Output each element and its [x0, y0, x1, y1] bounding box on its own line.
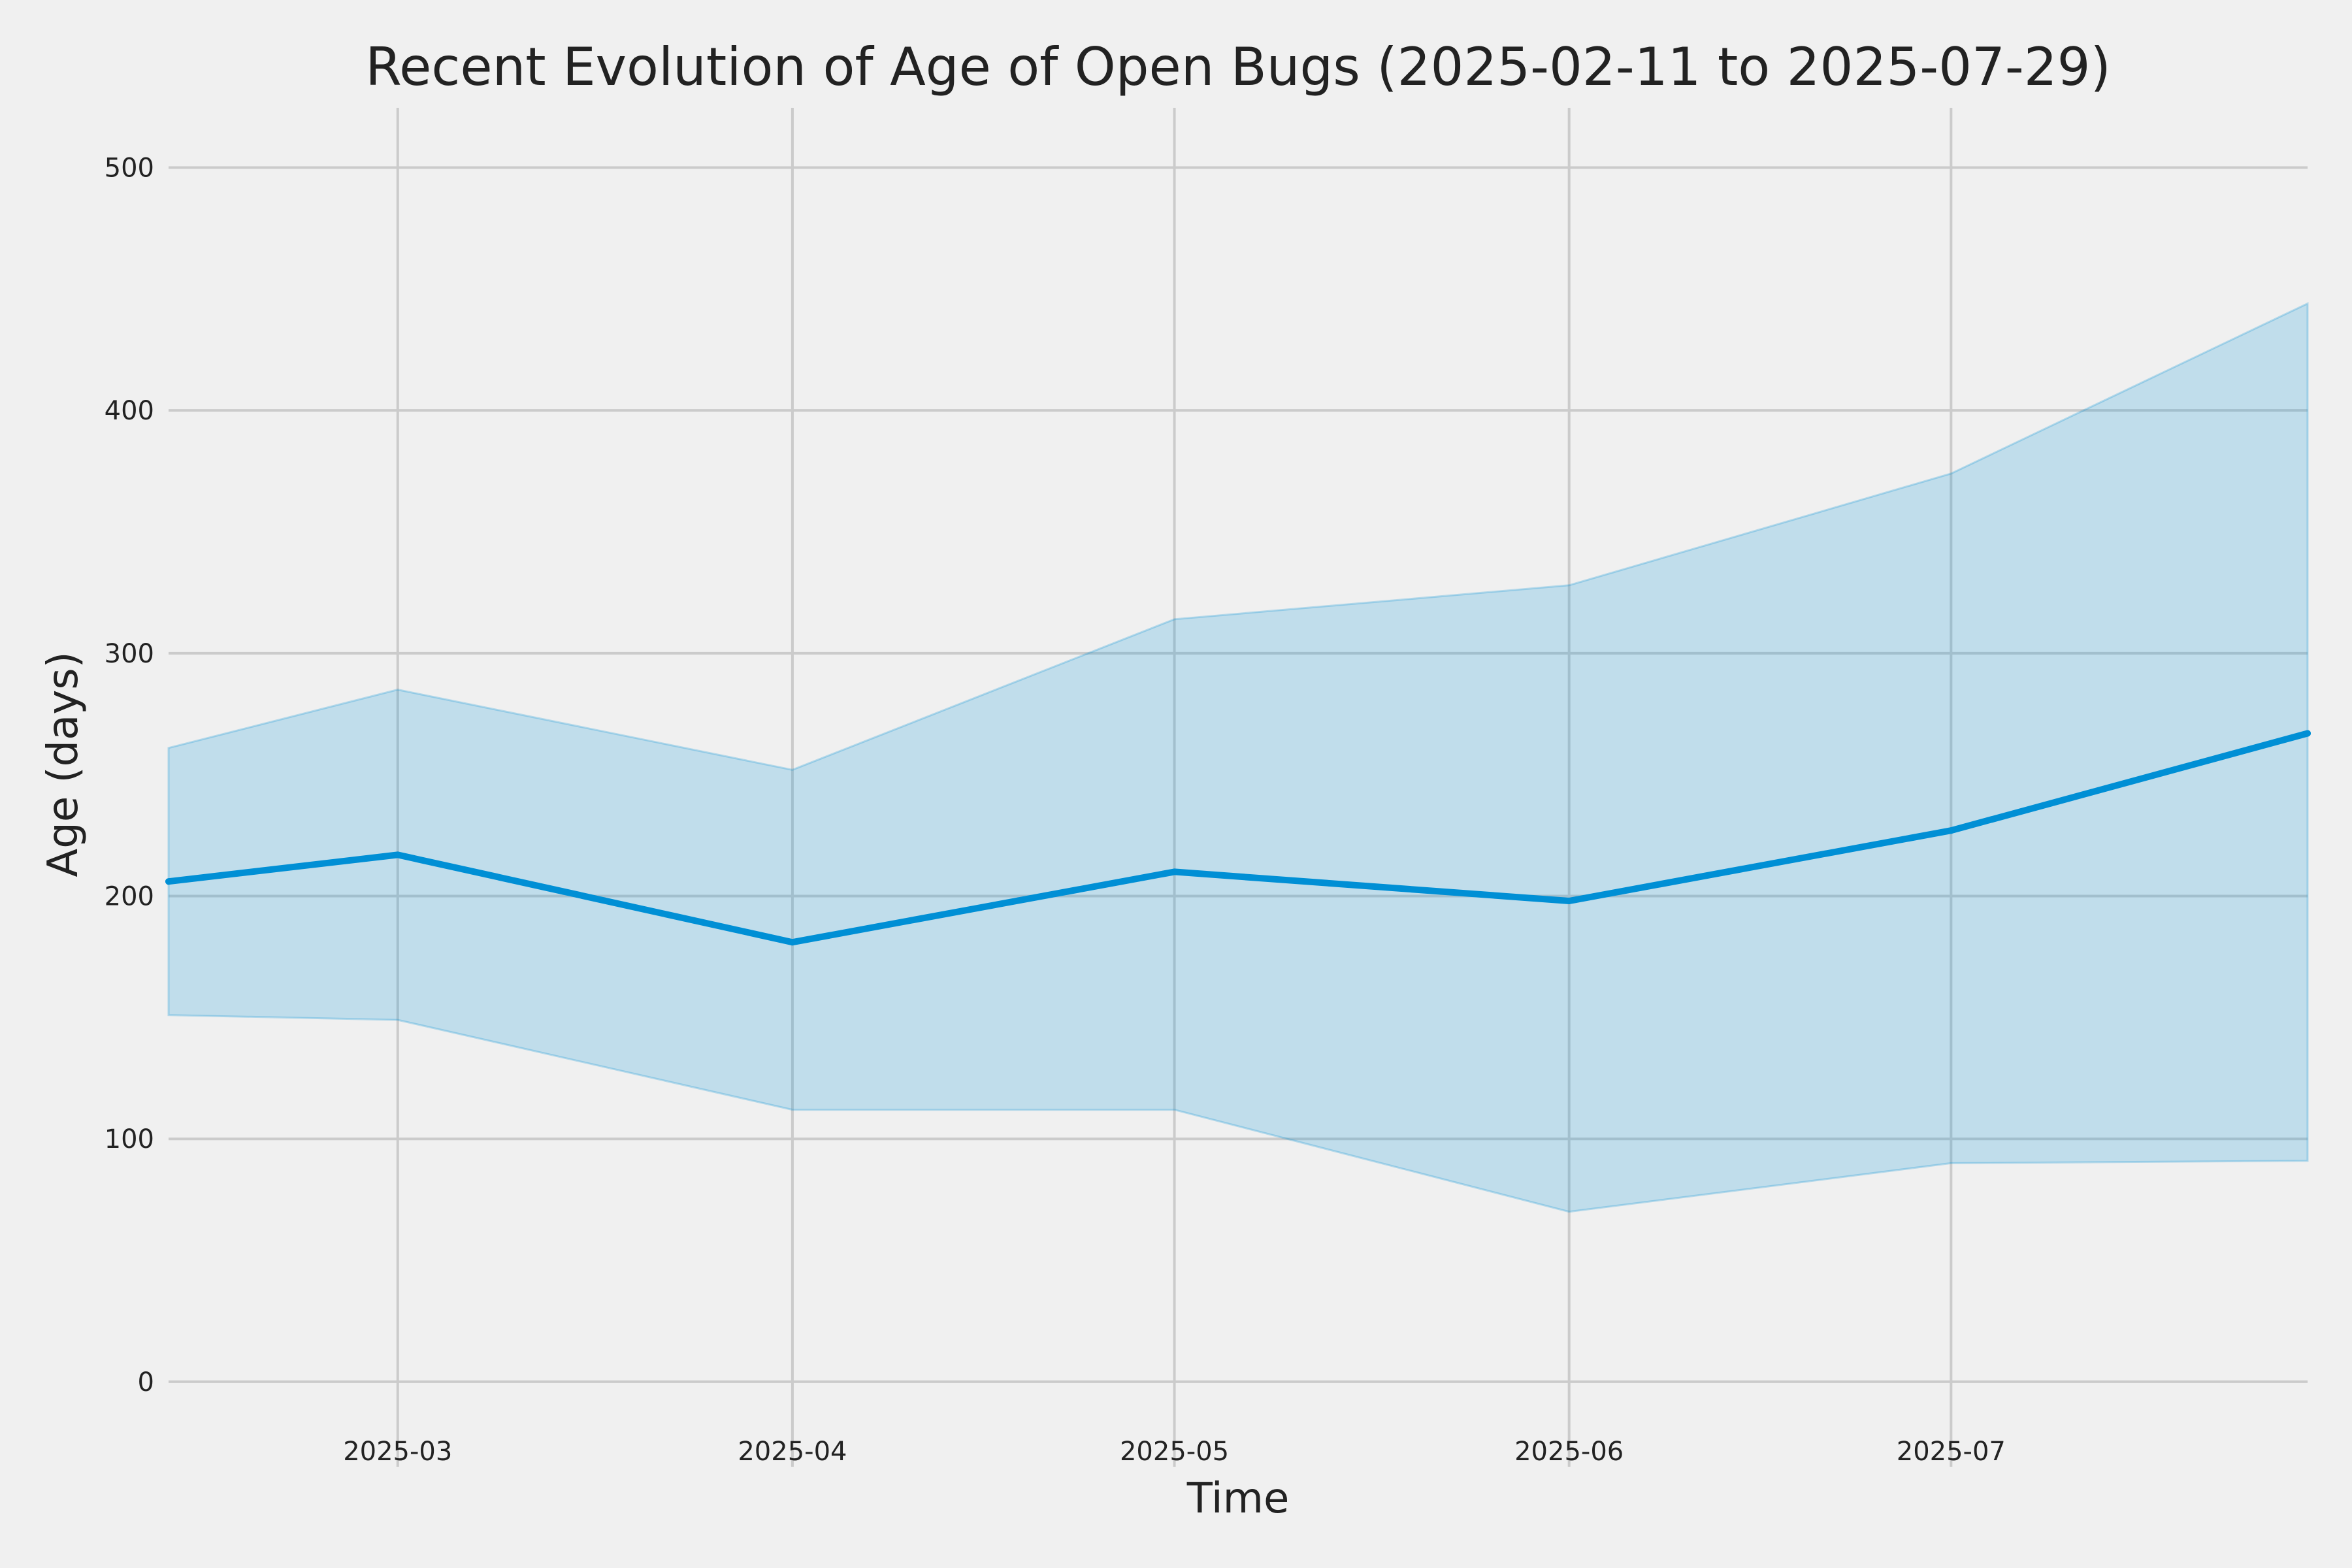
data-point [1948, 827, 1955, 834]
y-tick-label: 0 [138, 1367, 154, 1397]
data-point [789, 939, 796, 946]
data-point [165, 878, 172, 885]
x-axis-label: Time [1186, 1475, 1290, 1523]
range-band [167, 302, 2309, 1213]
y-axis-label: Age (days) [39, 651, 88, 877]
y-tick-label: 300 [105, 639, 154, 669]
band-layer [167, 302, 2309, 1213]
data-point [1171, 868, 1178, 875]
data-point [1565, 897, 1573, 904]
x-tick-label: 2025-06 [1514, 1437, 1624, 1467]
tick-labels: 0 100 200 300 400 500 2025-03 2025-04 2025-05 202… [105, 154, 2006, 1467]
chart-title: Recent Evolution of Age of Open Bugs (20… [365, 37, 2111, 97]
grid [169, 108, 2308, 1467]
line-layer [165, 730, 2311, 946]
x-tick-label: 2025-04 [738, 1437, 847, 1467]
x-tick-label: 2025-05 [1120, 1437, 1229, 1467]
x-tick-label: 2025-07 [1897, 1437, 2006, 1467]
y-tick-label: 200 [105, 882, 154, 912]
y-tick-label: 400 [105, 396, 154, 426]
y-tick-label: 500 [105, 154, 154, 184]
x-tick-label: 2025-03 [343, 1437, 452, 1467]
y-tick-label: 100 [105, 1124, 154, 1154]
data-point [2304, 730, 2311, 737]
data-point [394, 851, 401, 858]
